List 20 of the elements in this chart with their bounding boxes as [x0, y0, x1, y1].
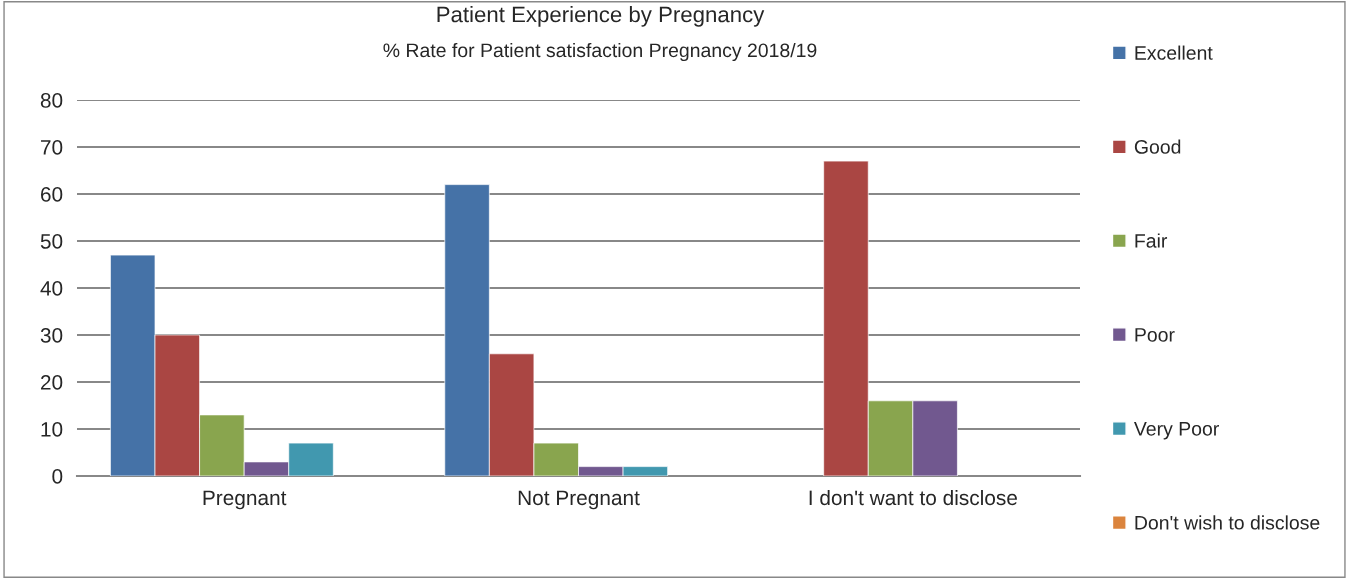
y-tick-label: 30 — [40, 328, 63, 343]
x-tick-label: Pregnant — [203, 490, 287, 510]
y-tick-label: 40 — [40, 281, 63, 296]
y-tick-label: 20 — [40, 375, 63, 390]
y-tick-label: 70 — [41, 140, 63, 155]
y-tick-label: 80 — [40, 93, 63, 108]
legend-label: Very Poor — [1133, 422, 1219, 440]
y-tick-label: 10 — [41, 422, 63, 437]
y-tick-label: 60 — [41, 187, 63, 202]
legend-label: Poor — [1135, 328, 1175, 342]
legend-label: Excellent — [1135, 45, 1213, 60]
chart-title: Patient Experience by Pregnancy — [437, 6, 765, 27]
chart-subtitle: % Rate for Patient satisfaction Pregnancy 2018/19 — [383, 42, 817, 62]
legend-label: Good — [1134, 139, 1181, 154]
x-tick-label: Not Pregnant — [518, 490, 640, 510]
x-tick-label: I don't want to disclose — [809, 489, 1017, 506]
legend-label: Don't wish to disclose — [1135, 515, 1320, 530]
y-tick-label: 50 — [40, 234, 63, 249]
legend-label: Fair — [1135, 233, 1168, 248]
y-tick-label: 0 — [52, 469, 63, 484]
